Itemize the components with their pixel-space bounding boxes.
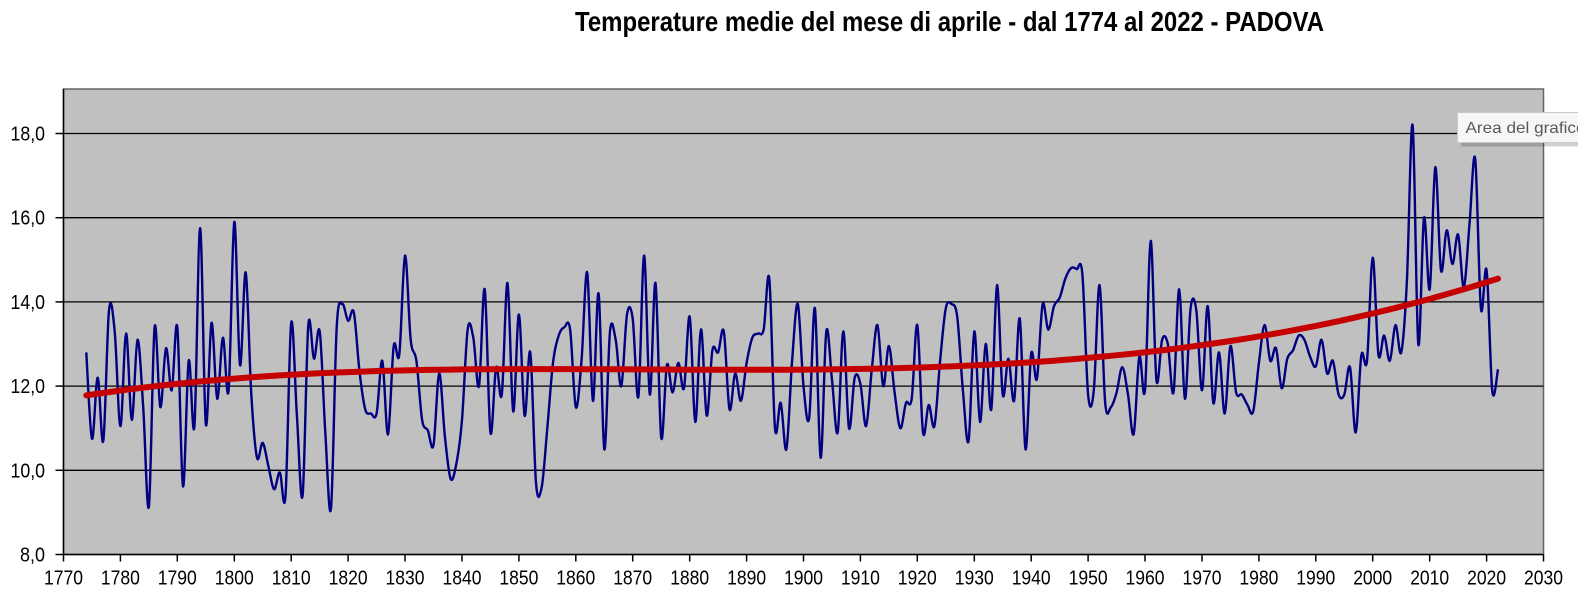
svg-text:1800: 1800 xyxy=(215,568,254,590)
svg-text:1890: 1890 xyxy=(727,568,766,590)
svg-text:1770: 1770 xyxy=(44,568,83,590)
svg-text:1940: 1940 xyxy=(1012,568,1051,590)
svg-text:1970: 1970 xyxy=(1183,568,1222,590)
svg-text:18,0: 18,0 xyxy=(11,124,46,146)
svg-text:2000: 2000 xyxy=(1353,568,1392,590)
svg-text:1980: 1980 xyxy=(1239,568,1278,590)
svg-text:1820: 1820 xyxy=(329,568,368,590)
svg-text:Area del grafico: Area del grafico xyxy=(1466,120,1578,137)
svg-text:12,0: 12,0 xyxy=(11,376,46,398)
svg-text:1950: 1950 xyxy=(1069,568,1108,590)
svg-text:1830: 1830 xyxy=(386,568,425,590)
svg-text:1870: 1870 xyxy=(613,568,652,590)
svg-text:1810: 1810 xyxy=(272,568,311,590)
svg-text:1990: 1990 xyxy=(1296,568,1335,590)
svg-text:8,0: 8,0 xyxy=(20,545,45,567)
svg-text:1910: 1910 xyxy=(841,568,880,590)
svg-text:1850: 1850 xyxy=(499,568,538,590)
svg-text:1860: 1860 xyxy=(556,568,595,590)
svg-text:Temperature medie del mese di: Temperature medie del mese di aprile - d… xyxy=(575,6,1324,37)
svg-text:1880: 1880 xyxy=(670,568,709,590)
svg-text:2010: 2010 xyxy=(1410,568,1449,590)
svg-text:1930: 1930 xyxy=(955,568,994,590)
svg-text:2020: 2020 xyxy=(1467,568,1506,590)
svg-text:1840: 1840 xyxy=(443,568,482,590)
svg-text:1960: 1960 xyxy=(1126,568,1165,590)
svg-text:16,0: 16,0 xyxy=(11,208,46,230)
svg-text:2030: 2030 xyxy=(1524,568,1563,590)
svg-text:10,0: 10,0 xyxy=(11,460,46,482)
svg-text:1780: 1780 xyxy=(101,568,140,590)
svg-text:1900: 1900 xyxy=(784,568,823,590)
svg-text:14,0: 14,0 xyxy=(11,292,46,314)
svg-text:1920: 1920 xyxy=(898,568,937,590)
svg-text:1790: 1790 xyxy=(158,568,197,590)
